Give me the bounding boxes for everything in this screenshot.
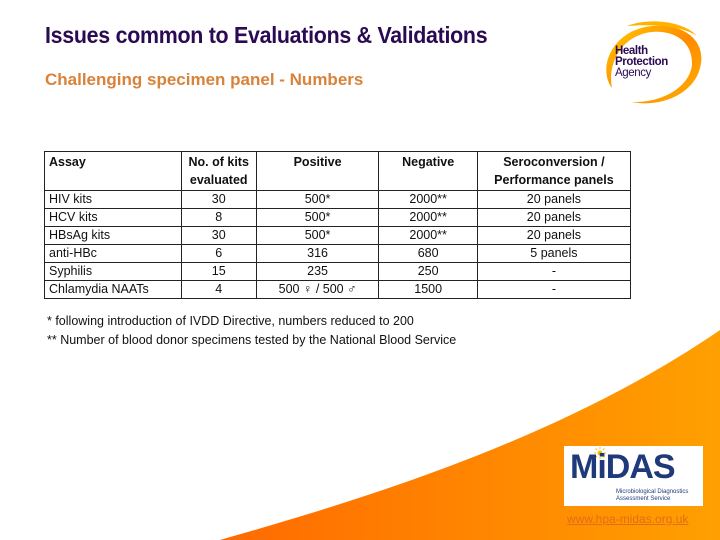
header-sero-line1: Seroconversion / xyxy=(503,155,605,169)
cell-assay: Syphilis xyxy=(44,262,182,281)
cell-kits: 8 xyxy=(180,208,257,227)
header-seroconversion: Seroconversion / Performance panels xyxy=(476,151,632,191)
cell-positive: 500* xyxy=(255,190,380,209)
table-row: HCV kits 8 500* 2000** 20 panels xyxy=(44,208,632,227)
cell-assay: HBsAg kits xyxy=(44,226,182,245)
header-kits-line1: No. of kits xyxy=(188,155,249,169)
cell-positive: 500* xyxy=(255,226,380,245)
midas-subtitle: Microbiological Diagnostics Assessment S… xyxy=(616,489,688,503)
cell-positive: 235 xyxy=(255,262,380,281)
table-row: HBsAg kits 30 500* 2000** 20 panels xyxy=(44,226,632,245)
cell-negative: 2000** xyxy=(378,208,478,227)
cell-kits: 30 xyxy=(180,226,257,245)
cell-positive: 500* xyxy=(255,208,380,227)
footnote-1: * following introduction of IVDD Directi… xyxy=(47,314,414,328)
cell-panels: - xyxy=(476,280,632,299)
cell-panels: 20 panels xyxy=(476,208,632,227)
header-sero-line2: Performance panels xyxy=(494,173,614,187)
table-header-row: Assay No. of kits evaluated Positive Neg… xyxy=(44,151,632,191)
midas-logo: MiDAS Microbiological Diagnostics Assess… xyxy=(564,446,703,506)
hpa-logo-line3: Agency xyxy=(615,67,651,79)
header-kits: No. of kits evaluated xyxy=(180,151,257,191)
cell-panels: 20 panels xyxy=(476,226,632,245)
header-positive: Positive xyxy=(255,151,380,191)
table-row: Syphilis 15 235 250 - xyxy=(44,262,632,281)
cell-kits: 4 xyxy=(180,280,257,299)
header-negative: Negative xyxy=(378,151,478,191)
hpa-logo-line2: Protection xyxy=(615,56,668,68)
midas-sub-line2: Assessment Service xyxy=(616,496,671,502)
table-row: HIV kits 30 500* 2000** 20 panels xyxy=(44,190,632,209)
header-assay: Assay xyxy=(44,151,182,191)
table-row: anti-HBc 6 316 680 5 panels xyxy=(44,244,632,263)
hpa-logo-text: Health Protection Agency xyxy=(615,45,668,79)
table-row: Chlamydia NAATs 4 500 ♀ / 500 ♂ 1500 - xyxy=(44,280,632,299)
cell-assay: Chlamydia NAATs xyxy=(44,280,182,299)
cell-negative: 2000** xyxy=(378,226,478,245)
cell-kits: 15 xyxy=(180,262,257,281)
specimen-panel-table: Assay No. of kits evaluated Positive Neg… xyxy=(44,151,632,299)
header-kits-line2: evaluated xyxy=(189,173,248,187)
hpa-logo-ring-icon xyxy=(606,21,702,104)
cell-kits: 30 xyxy=(180,190,257,209)
cell-panels: 20 panels xyxy=(476,190,632,209)
footnotes: * following introduction of IVDD Directi… xyxy=(47,312,456,350)
cell-negative: 250 xyxy=(378,262,478,281)
cell-positive: 500 ♀ / 500 ♂ xyxy=(255,280,380,299)
cell-assay: anti-HBc xyxy=(44,244,182,263)
midas-sub-line1: Microbiological Diagnostics xyxy=(616,489,689,495)
cell-panels: - xyxy=(476,262,632,281)
footnote-2: ** Number of blood donor specimens teste… xyxy=(47,333,457,347)
cell-negative: 680 xyxy=(378,244,478,263)
cell-kits: 6 xyxy=(180,244,257,263)
cell-negative: 2000** xyxy=(378,190,478,209)
cell-panels: 5 panels xyxy=(476,244,632,263)
midas-wordmark: MiDAS xyxy=(570,448,676,486)
cell-assay: HIV kits xyxy=(44,190,182,209)
midas-website-link[interactable]: www.hpa-midas.org.uk xyxy=(567,512,689,526)
slide-title: Issues common to Evaluations & Validatio… xyxy=(45,22,488,48)
cell-negative: 1500 xyxy=(378,280,478,299)
cell-assay: HCV kits xyxy=(44,208,182,227)
sun-icon xyxy=(594,447,606,459)
cell-positive: 316 xyxy=(255,244,380,263)
hpa-logo-line1: Health xyxy=(615,45,648,57)
slide-subtitle: Challenging specimen panel - Numbers xyxy=(45,70,364,89)
